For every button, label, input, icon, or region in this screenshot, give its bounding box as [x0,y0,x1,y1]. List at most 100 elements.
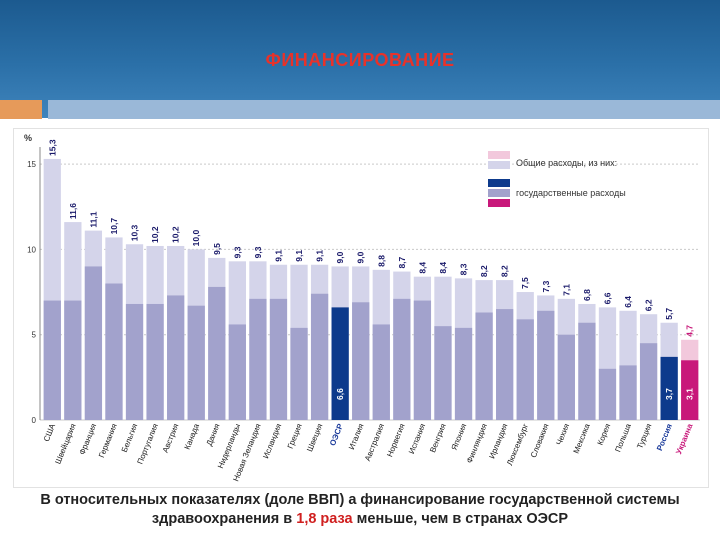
x-tick-label-31: Россия [655,422,674,452]
x-tick-label-1: США [42,422,58,443]
bar-public-5 [126,304,143,420]
value-label-6: 10,2 [150,226,160,243]
bar-public-16 [352,302,369,420]
value-label-32: 4,7 [685,325,695,337]
value-label-3: 11,1 [88,211,98,227]
bar-public-13 [290,328,307,420]
value-label-7: 10,2 [171,226,181,243]
x-tick-label-16: Италия [347,422,366,451]
public-value-label: 3,1 [685,388,695,400]
bar-public-8 [188,306,205,420]
bar-public-25 [537,311,554,420]
value-label-25: 7,3 [541,280,551,292]
x-tick-label-12: Исландия [261,422,283,459]
value-label-31: 5,7 [664,308,674,320]
x-tick-label-27: Мексика [572,422,592,455]
bar-public-12 [270,299,287,420]
x-tick-label-4: Германия [97,422,119,459]
value-label-2: 11,6 [68,203,78,219]
x-tick-label-28: Корея [596,422,613,446]
public-value-label: 6,6 [335,388,345,400]
x-tick-label-13: Греция [286,422,304,450]
value-label-18: 8,7 [397,256,407,268]
x-tick-label-15: ОЭСР [328,422,345,447]
chart-frame: 051015%Общие расходы, из них:государстве… [13,128,709,488]
value-label-9: 9,5 [212,243,222,255]
value-label-16: 9,0 [356,251,366,263]
x-tick-label-17: Австралия [363,422,386,462]
y-tick-label: 0 [32,416,37,425]
value-label-14: 9,1 [315,250,325,262]
legend-total-label: Общие расходы, из них: [516,158,617,168]
value-label-12: 9,1 [273,250,283,262]
bar-public-29 [619,365,636,420]
x-tick-label-25: Словакия [529,422,551,459]
value-label-30: 6,2 [644,299,654,311]
value-label-19: 8,4 [417,262,427,274]
bar-public-23 [496,309,513,420]
bar-public-4 [105,284,122,421]
slide-caption: В относительных показателях (доле ВВП) а… [20,491,700,529]
x-tick-label-20: Венгрия [428,422,448,454]
y-tick-label: 15 [27,160,36,169]
slide-title: ФИНАНСИРОВАНИЕ [0,50,720,71]
legend-swatch-public-oecd [488,179,510,187]
bar-public-2 [64,301,81,420]
x-tick-label-30: Турция [635,422,653,450]
value-label-23: 8,2 [500,265,510,277]
x-tick-label-7: Австрия [161,422,181,454]
bar-public-3 [85,266,102,420]
bar-public-9 [208,287,225,420]
legend-swatch-total [488,161,510,169]
bar-public-27 [578,323,595,420]
value-label-21: 8,3 [459,263,469,275]
x-tick-label-22: Финляндия [465,422,489,464]
bar-public-20 [434,326,451,420]
y-tick-label: 10 [27,245,36,254]
value-label-13: 9,1 [294,250,304,262]
value-label-1: 15,3 [47,139,57,156]
bar-public-18 [393,299,410,420]
caption-highlight: 1,8 раза [296,511,352,527]
value-label-28: 6,6 [602,292,612,304]
bar-public-1 [44,301,61,420]
value-label-15: 9,0 [335,251,345,263]
bar-public-11 [249,299,266,420]
value-label-26: 7,1 [561,284,571,296]
x-tick-label-32: Украина [674,422,695,456]
x-tick-label-29: Польша [613,422,633,453]
x-tick-label-26: Чехия [554,422,571,446]
value-label-11: 9,3 [253,246,263,258]
health-spending-chart: 051015%Общие расходы, из них:государстве… [14,129,708,487]
bar-public-15 [332,307,349,420]
value-label-27: 6,8 [582,289,592,301]
x-tick-label-8: Канада [183,422,202,451]
x-tick-label-9: Дания [205,422,222,447]
bar-public-28 [599,369,616,420]
bar-public-30 [640,343,657,420]
y-axis-label: % [24,133,32,143]
bar-public-7 [167,295,184,420]
accent-stripe-orange [0,100,42,119]
bar-public-17 [373,324,390,420]
legend-swatch-total-ukraine [488,151,510,159]
x-tick-label-21: Япония [450,422,469,451]
bar-public-26 [558,335,575,420]
bar-public-14 [311,294,328,420]
value-label-22: 8,2 [479,265,489,277]
x-tick-label-23: Ирландия [487,422,509,460]
x-tick-label-14: Швеция [305,422,324,453]
value-label-20: 8,4 [438,262,448,274]
bar-public-22 [475,313,492,420]
value-label-17: 8,8 [376,255,386,267]
value-label-4: 10,7 [109,218,119,235]
value-label-5: 10,3 [130,224,140,241]
bar-public-10 [229,324,246,420]
value-label-10: 9,3 [232,246,242,258]
x-tick-label-3: Франция [78,422,99,456]
public-value-label: 3,7 [664,388,674,400]
legend-swatch-public-ukraine [488,199,510,207]
bar-public-19 [414,301,431,420]
value-label-24: 7,5 [520,277,530,289]
x-tick-label-19: Испания [407,422,427,455]
